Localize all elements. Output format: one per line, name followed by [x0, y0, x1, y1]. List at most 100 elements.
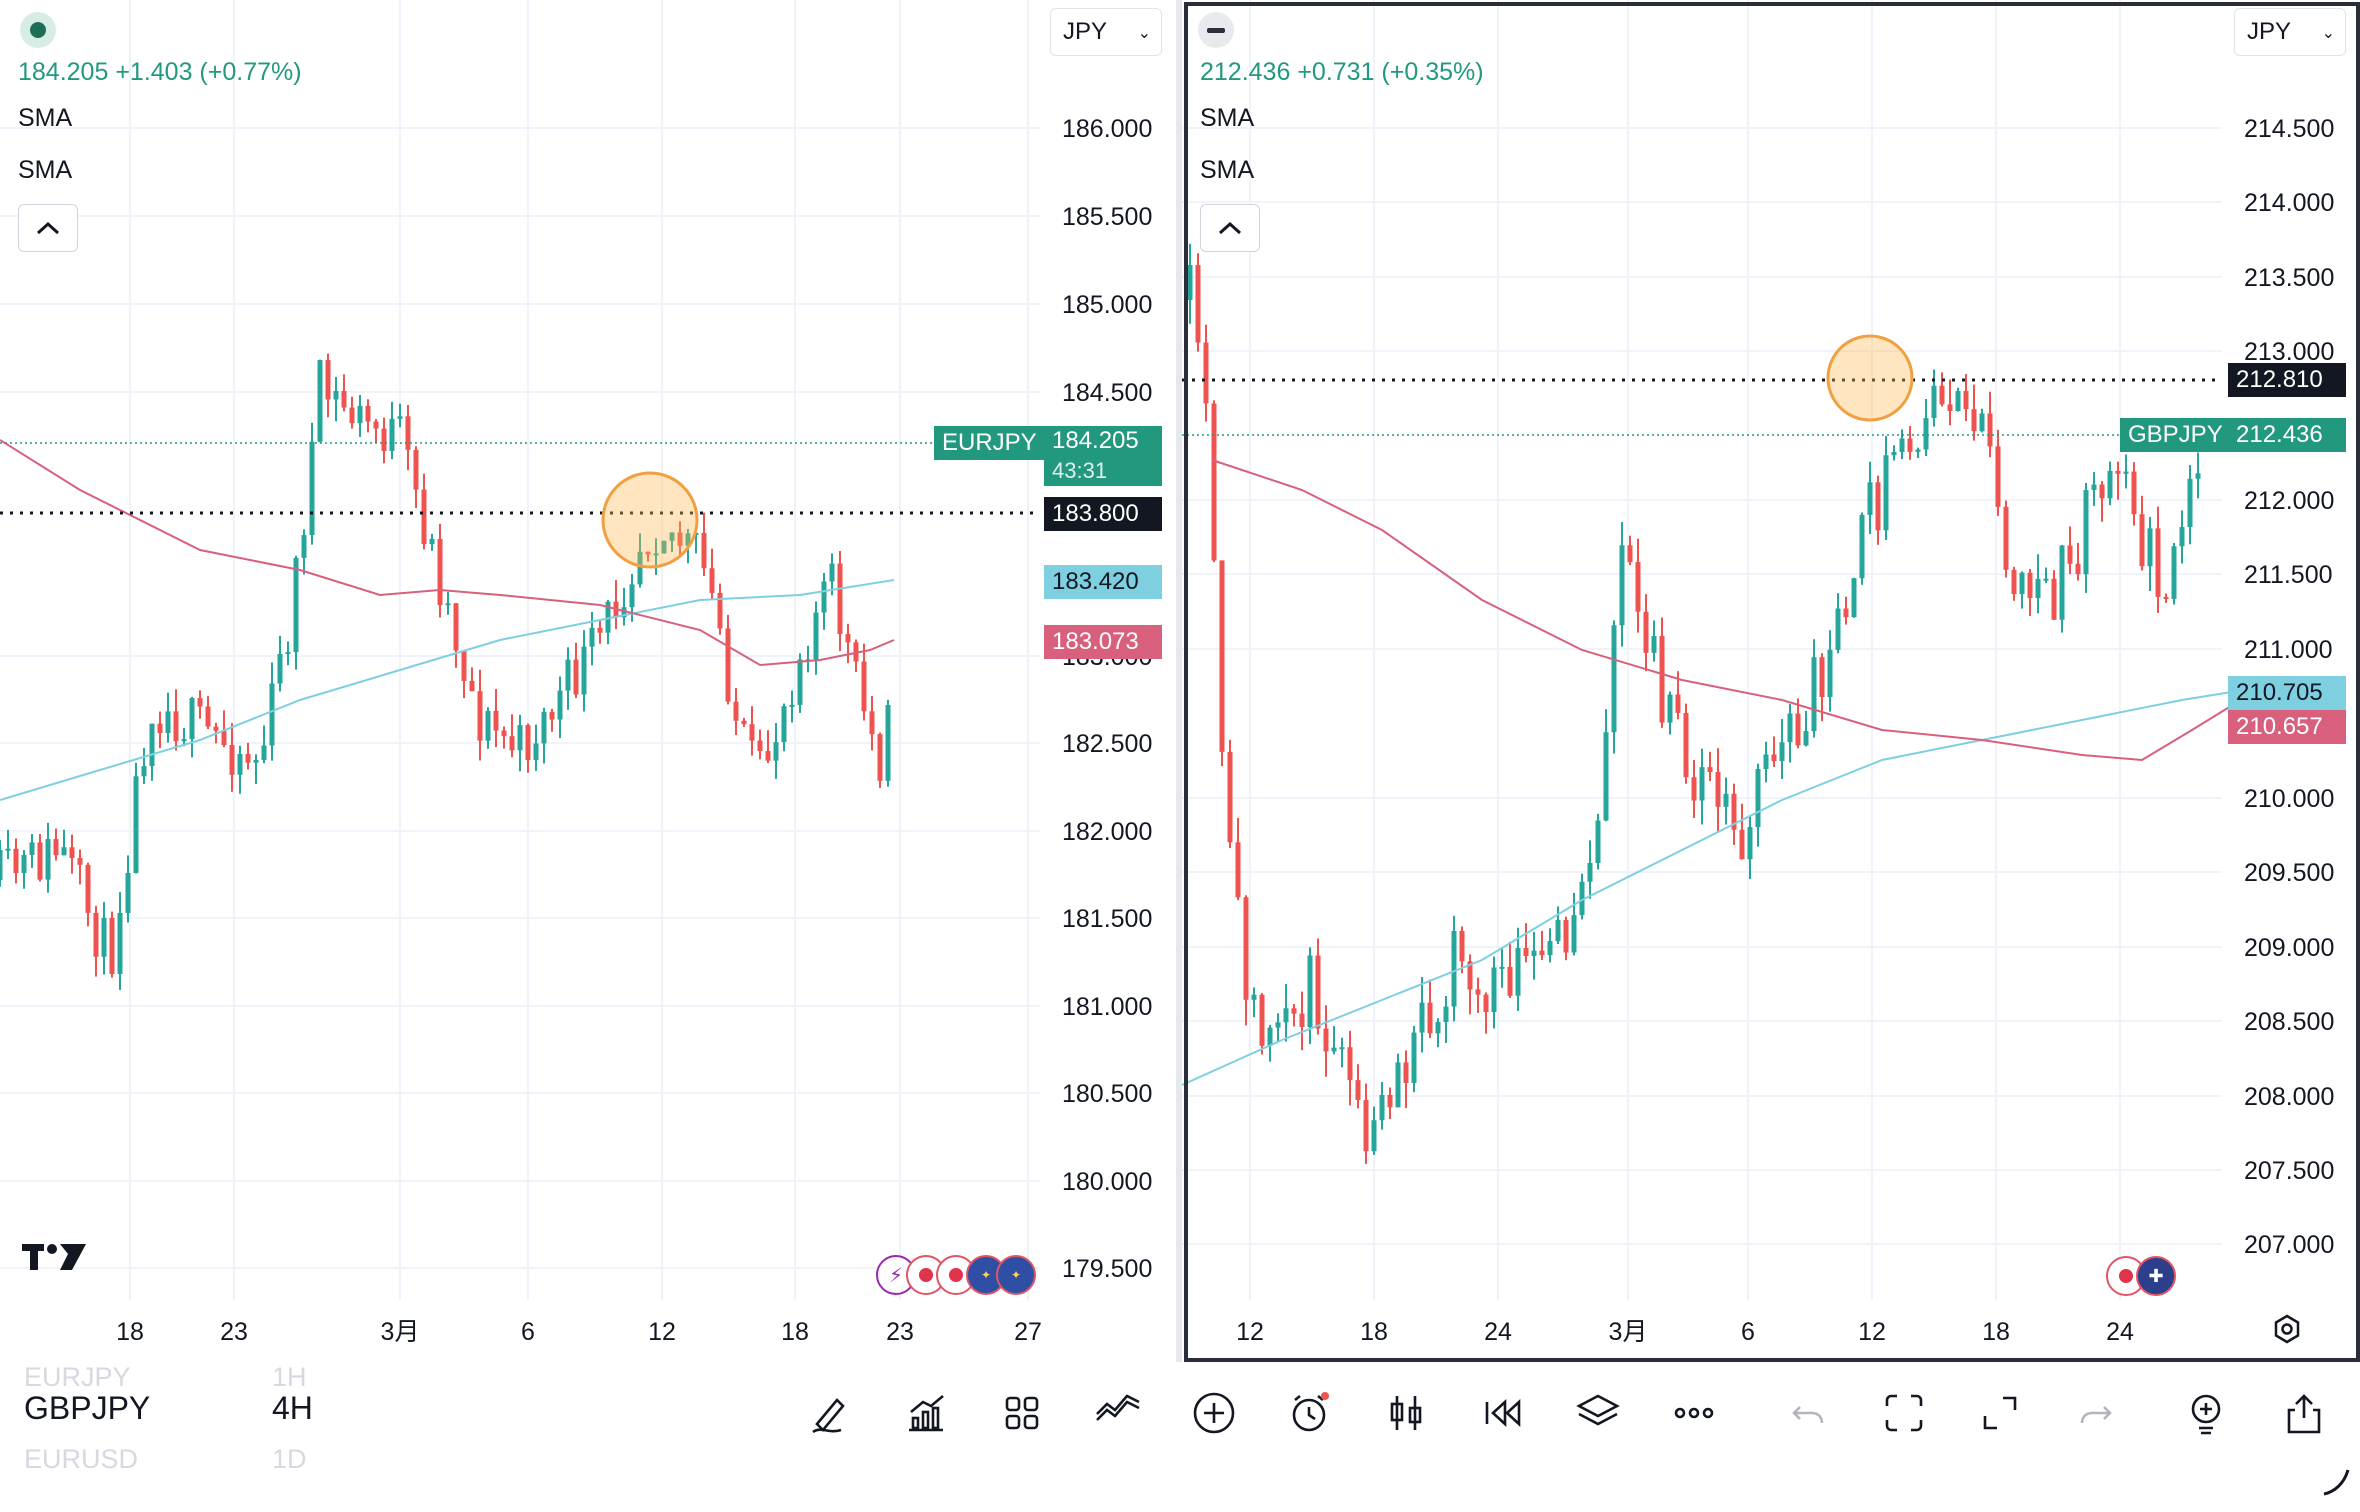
- alert-icon[interactable]: [1282, 1385, 1338, 1441]
- candle-body: [485, 710, 491, 741]
- candle-body: [1523, 948, 1529, 956]
- right-collapse-legend-button[interactable]: [1200, 204, 1260, 252]
- symbol-picker-current[interactable]: GBPJPY 4H: [24, 1390, 313, 1426]
- symbol-picker-next[interactable]: EURUSD 1D: [24, 1444, 307, 1474]
- redo-icon[interactable]: [2068, 1385, 2124, 1441]
- left-event-markers[interactable]: ⚡ ✦ ✦: [876, 1255, 1036, 1295]
- left-sma-legend-1[interactable]: SMA: [18, 104, 73, 132]
- left-price-chart[interactable]: 186.000185.500185.000184.500183.000182.5…: [0, 0, 1176, 1362]
- candle-body: [1763, 754, 1769, 770]
- left-hline-tag: 183.800: [1044, 497, 1162, 531]
- compare-icon[interactable]: [1090, 1385, 1146, 1441]
- candle-body: [645, 551, 651, 555]
- layers-icon[interactable]: [1570, 1385, 1626, 1441]
- candle-body: [1283, 1008, 1289, 1023]
- layouts-icon[interactable]: [994, 1385, 1050, 1441]
- right-sma-legend-2[interactable]: SMA: [1200, 156, 1255, 184]
- candle-body: [1267, 1027, 1273, 1046]
- x-axis-tick-label: 18: [1360, 1318, 1388, 1346]
- pen-icon[interactable]: [802, 1385, 858, 1441]
- indicators-icon[interactable]: [898, 1385, 954, 1441]
- candle-body: [1443, 1006, 1449, 1022]
- y-axis-tick-label: 208.000: [2244, 1083, 2334, 1111]
- candle-body: [301, 535, 307, 558]
- candle-body: [1307, 955, 1313, 1028]
- right-currency-select[interactable]: JPY ⌄: [2234, 8, 2346, 56]
- candle-body: [1243, 897, 1249, 1000]
- right-sma-legend-1[interactable]: SMA: [1200, 104, 1255, 132]
- undo-icon[interactable]: [1780, 1385, 1836, 1441]
- candle-body: [1467, 961, 1473, 990]
- left-chart-pane[interactable]: 186.000185.500185.000184.500183.000182.5…: [0, 0, 1176, 1362]
- right-event-markers[interactable]: ✚: [2106, 1256, 2176, 1296]
- candle-body: [1347, 1047, 1353, 1081]
- candle-body: [269, 683, 275, 746]
- left-sma-legend-2[interactable]: SMA: [18, 156, 73, 184]
- candle-body: [1459, 930, 1465, 962]
- x-axis-tick-label: 12: [1236, 1318, 1264, 1346]
- candle-body: [1251, 994, 1257, 1000]
- candle-body: [1667, 694, 1673, 723]
- y-axis-tick-label: 185.500: [1062, 203, 1152, 231]
- candle-body: [589, 627, 595, 647]
- y-axis-tick-label: 213.500: [2244, 264, 2334, 292]
- candle-body: [1507, 966, 1513, 996]
- candle-body: [2171, 546, 2177, 599]
- candle-body: [1363, 1099, 1369, 1152]
- candle-body: [61, 847, 67, 856]
- y-axis-tick-label: 210.000: [2244, 785, 2334, 813]
- candle-body: [1795, 713, 1801, 746]
- candle-body: [221, 730, 227, 746]
- y-axis-tick-label: 180.500: [1062, 1080, 1152, 1108]
- idea-icon[interactable]: [2178, 1385, 2234, 1441]
- candle-body: [1587, 862, 1593, 882]
- candle-body: [381, 428, 387, 451]
- candle-body: [685, 533, 691, 546]
- chart-type-icon[interactable]: [1378, 1385, 1434, 1441]
- right-chart-pane[interactable]: 214.500 214.000 213.500 213.000 212.000 211.5…: [1182, 0, 2360, 1362]
- candle-body: [2027, 572, 2033, 599]
- tradingview-logo[interactable]: [22, 1242, 86, 1277]
- resize-handle-icon[interactable]: [2320, 1466, 2350, 1501]
- candle-body: [1723, 793, 1729, 807]
- replay-icon[interactable]: [1474, 1385, 1530, 1441]
- candle-body: [1491, 967, 1497, 1013]
- candle-body: [1891, 451, 1897, 456]
- candle-body: [309, 441, 315, 536]
- candle-body: [253, 759, 259, 763]
- candle-body: [829, 563, 835, 582]
- y-axis-tick-label: 180.000: [1062, 1168, 1152, 1196]
- eu-flag-icon[interactable]: ✦: [996, 1255, 1036, 1295]
- symbol-picker-prev[interactable]: EURJPY 1H: [24, 1362, 307, 1392]
- candle-body: [1619, 545, 1625, 626]
- y-axis-tick-label: 207.500: [2244, 1157, 2334, 1185]
- y-axis-tick-label: 184.500: [1062, 379, 1152, 407]
- candle-body: [501, 730, 507, 737]
- y-axis-tick-label: 179.500: [1062, 1255, 1152, 1283]
- candle-body: [1907, 438, 1913, 452]
- candle-body: [557, 690, 563, 720]
- share-icon[interactable]: [2276, 1385, 2332, 1441]
- candle-body: [413, 449, 419, 490]
- candle-body: [1803, 731, 1809, 746]
- candle-body: [357, 405, 363, 424]
- left-status-indicator[interactable]: [20, 12, 56, 48]
- candle-body: [1851, 578, 1857, 618]
- sma-slow-line: [1211, 459, 2245, 762]
- x-axis-tick-label: 27: [1014, 1318, 1042, 1346]
- fullscreen-icon[interactable]: [1876, 1385, 1932, 1441]
- uk-flag-icon[interactable]: ✚: [2136, 1256, 2176, 1296]
- left-currency-select[interactable]: JPY ⌄: [1050, 8, 1162, 56]
- right-price-chart[interactable]: 214.500 214.000 213.500 213.000 212.000 211.5…: [1182, 0, 2360, 1362]
- y-axis-tick-label: 211.000: [2244, 636, 2333, 664]
- left-collapse-legend-button[interactable]: [18, 204, 78, 252]
- add-icon[interactable]: [1186, 1385, 1242, 1441]
- candle-body: [325, 360, 331, 400]
- pane-divider[interactable]: [1176, 0, 1182, 1362]
- expand-icon[interactable]: [1972, 1385, 2028, 1441]
- more-icon[interactable]: [1666, 1385, 1722, 1441]
- y-axis-tick-label: 182.000: [1062, 818, 1152, 846]
- right-status-indicator[interactable]: [1198, 12, 1234, 48]
- candle-body: [1371, 1120, 1377, 1152]
- settings-icon[interactable]: [2272, 1314, 2302, 1349]
